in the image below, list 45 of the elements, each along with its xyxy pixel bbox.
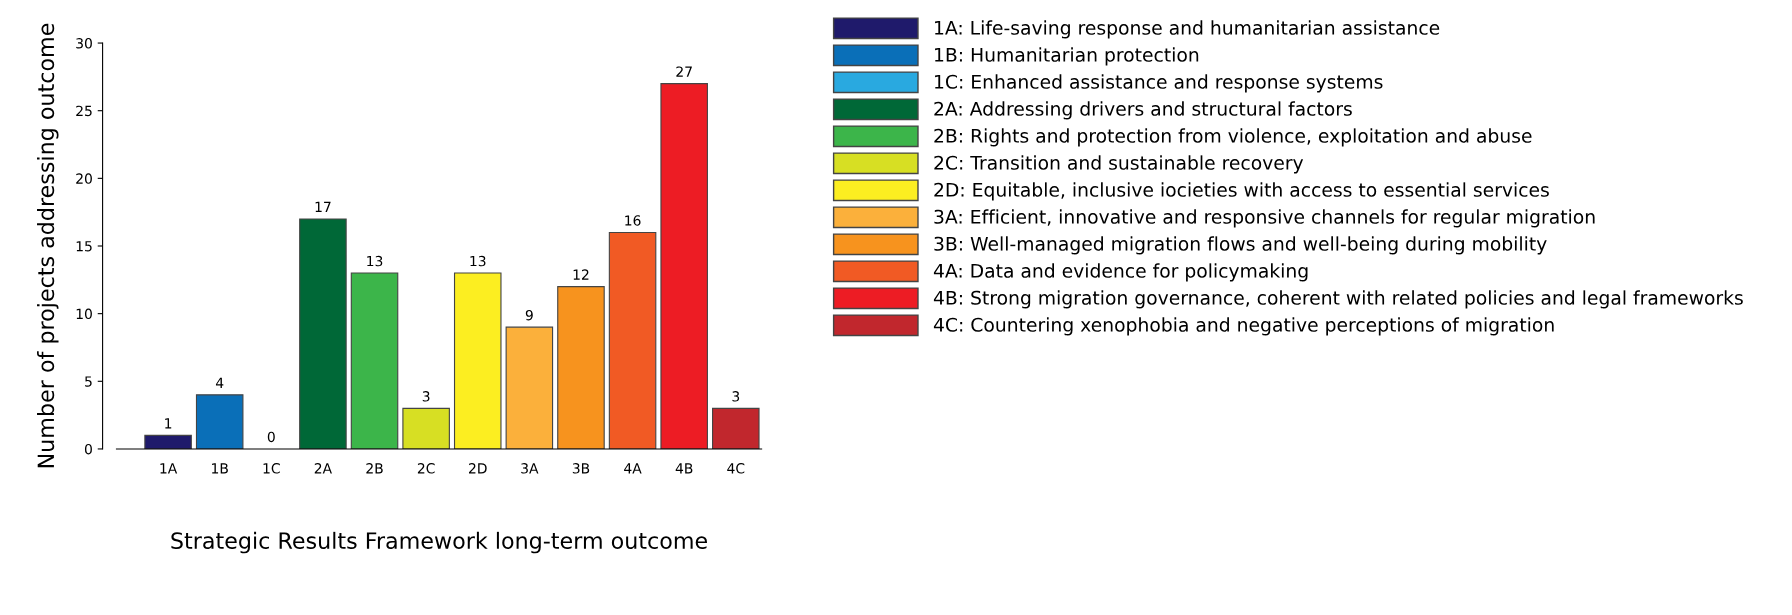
legend-label: 4A: Data and evidence for policymaking xyxy=(933,263,1308,282)
x-tick-label: 4A xyxy=(624,463,642,474)
data-label: 3 xyxy=(732,391,740,402)
y-tick-label: 10 xyxy=(76,308,92,320)
y-tick-label: 25 xyxy=(76,105,92,117)
x-tick-label: 2C xyxy=(417,463,435,474)
x-tick-label: 1B xyxy=(212,463,228,474)
y-tick-label: 30 xyxy=(76,38,92,49)
data-label: 27 xyxy=(676,66,692,77)
legend-label: 4C: Countering xenophobia and negative perceptions of migration xyxy=(933,317,1554,336)
y-tick-label: 5 xyxy=(85,376,92,387)
y-tick-label: 0 xyxy=(84,443,92,455)
legend-label: 3A: Efficient, innovative and responsive channels for regular migration xyxy=(934,209,1595,228)
x-tick-label: 3A xyxy=(521,463,539,474)
legend-label: 2D: Equitable, inclusive iocieties with access to essential services xyxy=(934,182,1549,201)
legend-label: 3B: Well-managed migration flows and well-being during mobility xyxy=(934,236,1547,255)
x-tick-label: 1A xyxy=(160,463,178,474)
y-axis-title: Number of projects addressing outcome xyxy=(37,23,59,468)
data-label: 12 xyxy=(573,269,589,280)
data-label: 16 xyxy=(625,215,641,226)
legend-label: 2C: Transition and sustainable recovery xyxy=(934,155,1304,174)
data-label: 13 xyxy=(470,255,486,267)
legend-label: 1A: Life-saving response and humanitarian assistance xyxy=(935,20,1440,39)
legend-label: 2B: Rights and protection from violence, exploitation and abuse xyxy=(934,128,1532,147)
legend-label: 1C: Enhanced assistance and response systems xyxy=(935,74,1383,93)
data-label: 0 xyxy=(267,431,275,443)
x-tick-label: 4B xyxy=(675,463,693,474)
data-label: 3 xyxy=(422,391,430,402)
y-tick-label: 15 xyxy=(76,241,92,252)
legend-label: 4B: Strong migration governance, coherent with related policies and legal frameworks xyxy=(933,290,1743,309)
y-tick-label: 20 xyxy=(76,173,92,184)
legend-label: 1B: Humanitarian protection xyxy=(935,47,1199,66)
data-label: 1 xyxy=(165,418,172,429)
x-tick-label: 2B xyxy=(366,463,383,474)
x-tick-label: 1C xyxy=(263,463,280,474)
x-tick-label: 3B xyxy=(572,463,590,474)
legend-label: 2A: Addressing drivers and structural factors xyxy=(934,101,1352,120)
data-label: 13 xyxy=(367,255,383,267)
data-label: 4 xyxy=(215,377,224,388)
x-tick-label: 4C xyxy=(727,463,745,474)
data-label: 17 xyxy=(315,201,331,212)
data-label: 9 xyxy=(525,309,533,321)
x-tick-label: 2D xyxy=(469,463,487,474)
x-tick-label: 2A xyxy=(314,463,332,474)
x-axis-title: Strategic Results Framework long-term outcome xyxy=(171,531,707,554)
